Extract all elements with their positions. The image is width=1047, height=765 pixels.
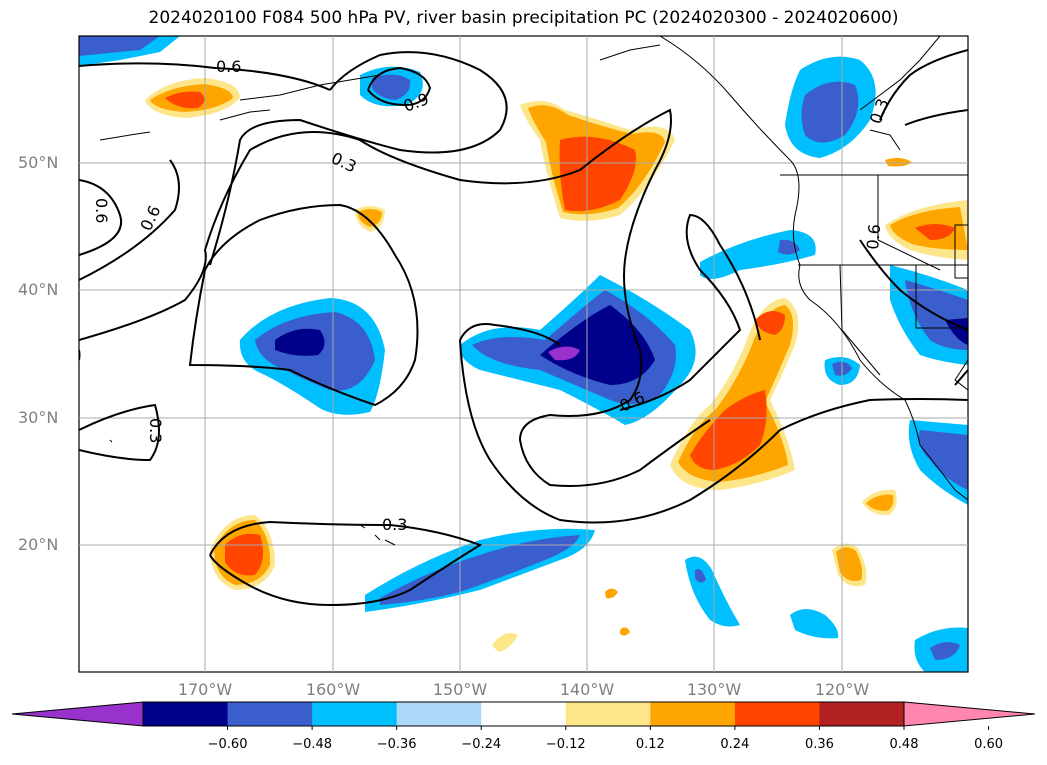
colorbar-segment bbox=[565, 702, 651, 726]
colorbar-tick-label: −0.48 bbox=[292, 737, 333, 752]
lat-label-20n: 20°N bbox=[18, 535, 59, 554]
colorbar-extend-low bbox=[11, 701, 144, 727]
colorbar-tick-label: 0.12 bbox=[635, 737, 665, 752]
negative-anomaly-patches bbox=[79, 36, 968, 672]
colorbar-segment bbox=[227, 702, 313, 726]
colorbar-segment bbox=[143, 702, 229, 726]
coastlines bbox=[99, 36, 968, 546]
contour-label: 0.3 bbox=[382, 515, 407, 534]
precipitation-shading bbox=[79, 36, 968, 672]
map-title: 2024020100 F084 500 hPa PV, river basin … bbox=[148, 8, 899, 28]
colorbar-tick-label: 0.48 bbox=[889, 737, 919, 752]
positive-anomaly-patches bbox=[145, 78, 968, 652]
lat-label-50n: 50°N bbox=[18, 153, 59, 172]
contour-label: 0.6 bbox=[863, 223, 884, 250]
colorbar-segment bbox=[396, 702, 482, 726]
colorbar-segment bbox=[650, 702, 736, 726]
colorbar bbox=[11, 701, 1036, 730]
pv-contours bbox=[79, 49, 968, 607]
lon-label-120w: 120°W bbox=[814, 680, 870, 699]
lat-label-40n: 40°N bbox=[18, 280, 59, 299]
lon-label-170w: 170°W bbox=[177, 680, 233, 699]
contour-label: 0.3 bbox=[146, 418, 165, 443]
lon-label-150w: 150°W bbox=[432, 680, 488, 699]
colorbar-segment bbox=[481, 702, 567, 726]
colorbar-segments bbox=[143, 702, 905, 726]
colorbar-tick-label: 0.36 bbox=[804, 737, 834, 752]
colorbar-outline bbox=[142, 701, 905, 727]
colorbar-tick-label: 0.24 bbox=[720, 737, 750, 752]
lon-label-140w: 140°W bbox=[559, 680, 615, 699]
colorbar-extend-high bbox=[903, 701, 1036, 727]
colorbar-tick-label: −0.12 bbox=[545, 737, 586, 752]
contour-label: 0.6 bbox=[92, 198, 111, 223]
lat-label-30n: 30°N bbox=[18, 408, 59, 427]
colorbar-segment bbox=[312, 702, 398, 726]
contour-label: 0.6 bbox=[216, 57, 241, 76]
graticule bbox=[79, 36, 968, 672]
colorbar-segment bbox=[819, 702, 905, 726]
lon-label-130w: 130°W bbox=[686, 680, 742, 699]
colorbar-tick-label: −0.60 bbox=[207, 737, 248, 752]
contour-label: 0.6 bbox=[136, 203, 164, 234]
colorbar-segment bbox=[734, 702, 820, 726]
colorbar-tick-label: 0.60 bbox=[974, 737, 1004, 752]
colorbar-tick-label: −0.36 bbox=[376, 737, 417, 752]
colorbar-tick-label: −0.24 bbox=[461, 737, 502, 752]
lon-label-160w: 160°W bbox=[305, 680, 361, 699]
